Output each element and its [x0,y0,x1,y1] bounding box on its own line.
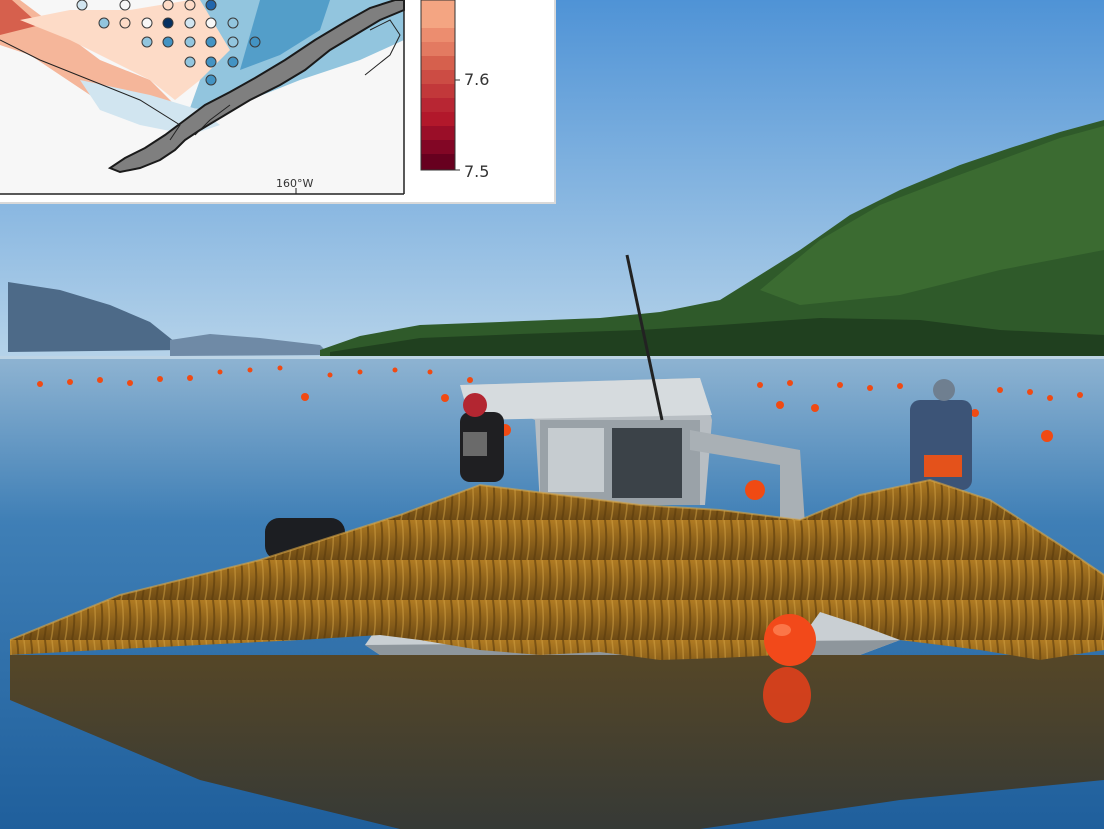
colorbar-tick-label: 7.5 [464,162,490,181]
longitude-tick-label: 160°W [276,177,314,190]
inset-map-panel: 7.6 7.5 160°W [0,0,556,204]
colorbar [420,0,460,171]
inset-map [0,0,460,195]
colorbar-tick-label: 7.6 [464,70,490,89]
